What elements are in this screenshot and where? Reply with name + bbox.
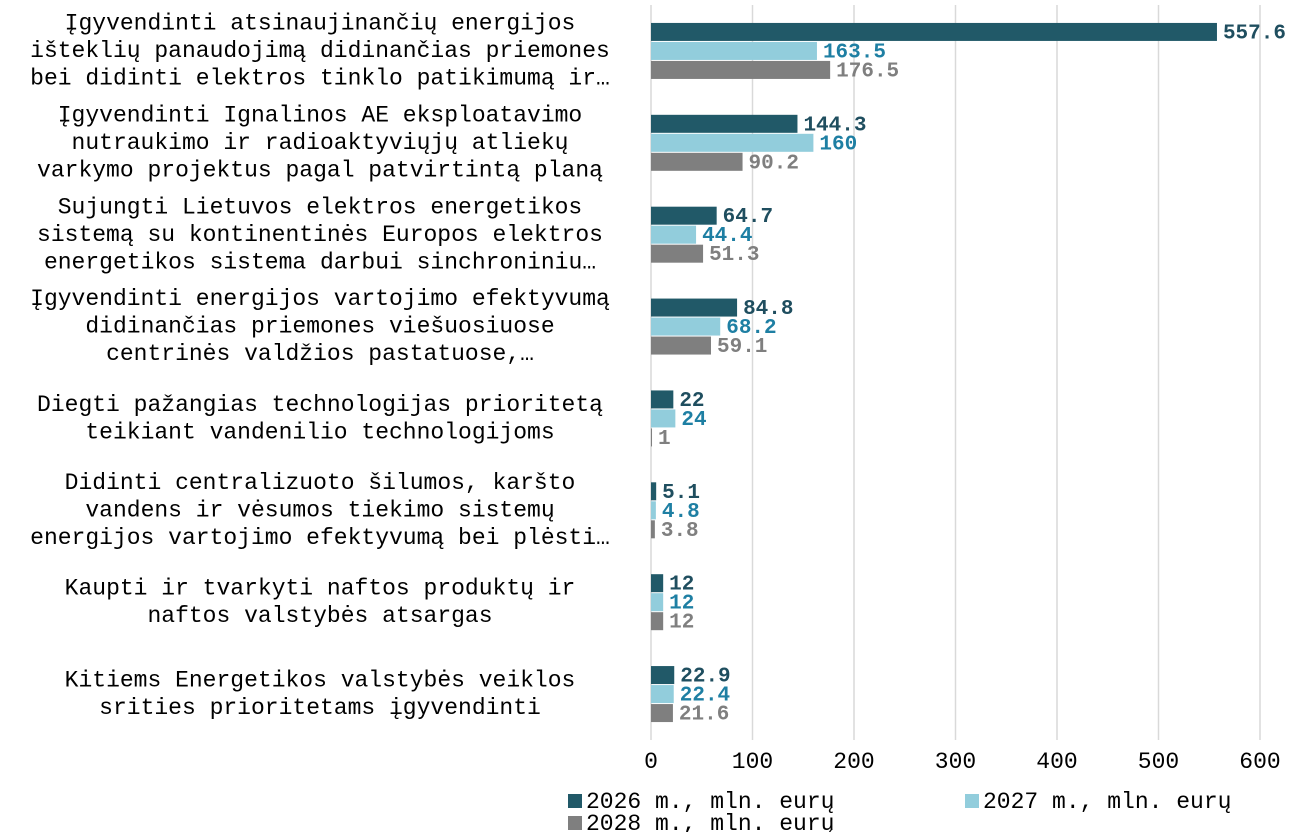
data-label: 68.2 bbox=[726, 317, 776, 340]
data-label: 22 bbox=[679, 390, 704, 413]
data-label: 64.7 bbox=[723, 206, 773, 229]
category-label: didinančias priemones viešuosiuose bbox=[85, 314, 554, 340]
bar bbox=[651, 206, 717, 225]
bar bbox=[651, 612, 664, 631]
legend-swatch bbox=[965, 794, 979, 808]
data-label: 24 bbox=[681, 409, 706, 432]
category-label: Kitiems Energetikos valstybės veiklos bbox=[65, 667, 576, 693]
bar bbox=[651, 244, 704, 263]
bar bbox=[651, 298, 738, 317]
data-label: 163.5 bbox=[823, 41, 886, 64]
bar bbox=[651, 593, 664, 612]
bar bbox=[651, 152, 743, 171]
bar bbox=[651, 336, 711, 355]
x-tick-label: 500 bbox=[1138, 749, 1179, 775]
category-label: Didinti centralizuoto šilumos, karšto bbox=[65, 470, 576, 496]
legend-label: 2026 m., mln. eurų bbox=[586, 789, 834, 815]
category-label: srities prioritetams įgyvendinti bbox=[99, 695, 541, 721]
x-tick-label: 0 bbox=[644, 749, 658, 775]
category-label: naftos valstybės atsargas bbox=[147, 603, 492, 629]
category-label: Diegti pažangias technologijas prioritet… bbox=[37, 392, 603, 418]
category-label: nutraukimo ir radioaktyviųjų atliekų bbox=[72, 130, 569, 156]
category-label: centrinės valdžios pastatuose,… bbox=[106, 341, 534, 367]
category-label: vandens ir vėsumos tiekimo sistemų bbox=[85, 497, 554, 523]
category-label: sistemą su kontinentinės Europos elektro… bbox=[37, 222, 603, 248]
data-label: 59.1 bbox=[717, 336, 767, 359]
category-label: Įgyvendinti atsinaujinančių energijos bbox=[65, 11, 576, 37]
data-label: 22.9 bbox=[680, 666, 730, 689]
data-label: 90.2 bbox=[749, 152, 799, 175]
bar bbox=[651, 482, 657, 501]
x-tick-label: 400 bbox=[1036, 749, 1077, 775]
data-label: 22.4 bbox=[680, 685, 730, 708]
category-label: išteklių panaudojimą didinančias priemon… bbox=[30, 38, 610, 64]
category-label: Sujungti Lietuvos elektros energetikos bbox=[58, 194, 583, 220]
legend-swatch bbox=[568, 816, 582, 830]
bar bbox=[651, 22, 1217, 41]
bar bbox=[651, 390, 674, 409]
data-label: 176.5 bbox=[836, 60, 899, 83]
bar bbox=[651, 428, 653, 447]
x-tick-label: 600 bbox=[1239, 749, 1280, 775]
data-label: 84.8 bbox=[743, 298, 793, 321]
bar bbox=[651, 60, 831, 79]
legend-label: 2028 m., mln. eurų bbox=[586, 811, 834, 832]
bar bbox=[651, 114, 798, 133]
x-tick-label: 200 bbox=[833, 749, 874, 775]
data-label: 51.3 bbox=[709, 244, 759, 267]
data-label: 160 bbox=[819, 133, 857, 156]
bar bbox=[651, 41, 817, 60]
data-label: 12 bbox=[669, 612, 694, 635]
category-label: Įgyvendinti Ignalinos AE eksploatavimo bbox=[58, 102, 583, 128]
category-label: energijos vartojimo efektyvumą bei plėst… bbox=[30, 525, 610, 551]
category-label: varkymo projektus pagal patvirtintą plan… bbox=[37, 157, 603, 183]
legend-label: 2027 m., mln. eurų bbox=[983, 789, 1231, 815]
bar bbox=[651, 520, 655, 539]
bar bbox=[651, 501, 656, 520]
category-label: bei didinti elektros tinklo patikimumą i… bbox=[30, 66, 610, 92]
bar bbox=[651, 317, 721, 336]
bar bbox=[651, 685, 674, 704]
data-label: 4.8 bbox=[662, 501, 700, 524]
category-label: Įgyvendinti energijos vartojimo efektyvu… bbox=[30, 286, 610, 312]
bar bbox=[651, 133, 814, 152]
data-label: 5.1 bbox=[662, 482, 700, 505]
data-label: 12 bbox=[669, 593, 694, 616]
data-label: 21.6 bbox=[679, 704, 729, 727]
x-tick-label: 100 bbox=[732, 749, 773, 775]
bar bbox=[651, 704, 673, 723]
data-label: 1 bbox=[658, 428, 671, 451]
data-label: 557.6 bbox=[1223, 22, 1286, 45]
category-label: teikiant vandenilio technologijoms bbox=[85, 419, 554, 445]
bar bbox=[651, 409, 676, 428]
category-label: Kaupti ir tvarkyti naftos produktų ir bbox=[65, 576, 576, 602]
data-label: 12 bbox=[669, 574, 694, 597]
bar bbox=[651, 574, 664, 593]
data-label: 3.8 bbox=[661, 520, 699, 543]
data-label: 144.3 bbox=[803, 114, 866, 137]
category-label: energetikos sistema darbui sinchroniniu… bbox=[44, 249, 596, 275]
bar bbox=[651, 666, 675, 685]
legend-swatch bbox=[568, 794, 582, 808]
bar bbox=[651, 225, 697, 244]
data-label: 44.4 bbox=[702, 225, 752, 248]
x-tick-label: 300 bbox=[935, 749, 976, 775]
